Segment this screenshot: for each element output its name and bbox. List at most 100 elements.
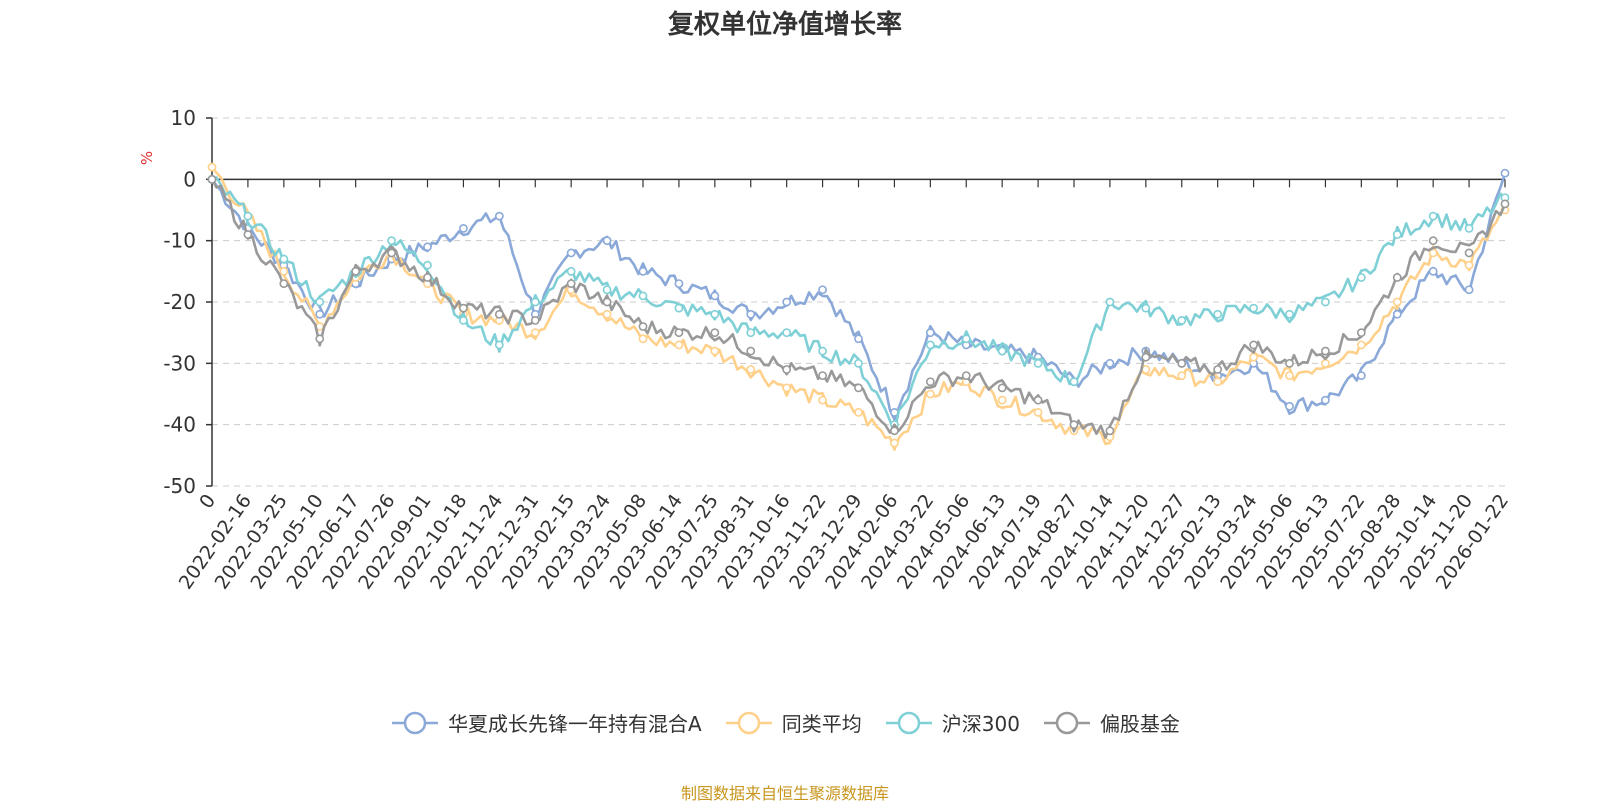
data-point bbox=[925, 389, 935, 399]
data-point bbox=[638, 322, 648, 331]
data-point bbox=[997, 383, 1007, 393]
data-point bbox=[279, 254, 289, 264]
data-point bbox=[602, 285, 612, 295]
data-point bbox=[1392, 297, 1402, 307]
data-point bbox=[746, 328, 756, 338]
data-point bbox=[207, 162, 217, 172]
data-point bbox=[710, 346, 720, 356]
data-point bbox=[1392, 230, 1402, 239]
data-point bbox=[818, 371, 827, 380]
data-point bbox=[1249, 303, 1258, 313]
data-point bbox=[1500, 168, 1510, 178]
data-point bbox=[1033, 358, 1043, 368]
data-point bbox=[351, 266, 361, 276]
data-point bbox=[1464, 223, 1474, 233]
data-point bbox=[1213, 377, 1223, 387]
data-point bbox=[782, 383, 792, 393]
data-point bbox=[674, 279, 684, 288]
data-point bbox=[1464, 248, 1474, 258]
legend-item[interactable]: 华夏成长先锋一年持有混合A bbox=[390, 708, 702, 737]
y-axis-label: % bbox=[138, 151, 156, 165]
data-point bbox=[674, 340, 684, 350]
data-point bbox=[423, 260, 432, 270]
data-point bbox=[315, 297, 325, 307]
data-point bbox=[782, 297, 792, 307]
data-point bbox=[818, 285, 827, 295]
data-point bbox=[746, 309, 756, 319]
data-point bbox=[818, 346, 827, 356]
data-point bbox=[1177, 358, 1187, 368]
legend-item[interactable]: 偏股基金 bbox=[1042, 708, 1180, 737]
legend-label: 沪深300 bbox=[941, 712, 1020, 736]
y-tick-label: 0 bbox=[183, 167, 196, 191]
data-point bbox=[1033, 407, 1043, 417]
data-point bbox=[1464, 260, 1474, 270]
data-point bbox=[494, 340, 504, 350]
data-point bbox=[530, 315, 540, 325]
data-point bbox=[602, 297, 612, 307]
data-point bbox=[854, 383, 863, 393]
data-point bbox=[1177, 315, 1187, 325]
legend-marker-icon bbox=[885, 711, 932, 734]
data-point bbox=[1428, 266, 1438, 276]
data-point bbox=[674, 328, 684, 338]
data-point bbox=[566, 279, 576, 288]
chart-title: 复权单位净值增长率 bbox=[667, 10, 902, 40]
y-tick-label: -30 bbox=[163, 351, 196, 375]
data-point bbox=[997, 395, 1007, 405]
data-point bbox=[1356, 371, 1366, 380]
data-point bbox=[423, 242, 432, 252]
data-point bbox=[315, 334, 325, 344]
data-point bbox=[782, 365, 792, 374]
data-point bbox=[1321, 395, 1330, 405]
data-point bbox=[1033, 395, 1043, 405]
series-0 bbox=[207, 168, 1510, 421]
series-layer bbox=[207, 162, 1510, 451]
data-point bbox=[1356, 328, 1366, 338]
series-line bbox=[210, 178, 1507, 440]
data-point bbox=[1392, 309, 1402, 319]
data-point bbox=[1285, 309, 1294, 319]
data-point bbox=[279, 279, 289, 288]
data-point bbox=[387, 248, 396, 258]
data-point bbox=[638, 266, 648, 276]
data-point bbox=[1392, 273, 1402, 282]
data-point bbox=[1321, 297, 1330, 307]
data-point bbox=[1105, 426, 1115, 436]
data-point bbox=[602, 236, 612, 246]
data-point bbox=[997, 346, 1007, 356]
data-point bbox=[1464, 285, 1474, 295]
data-point bbox=[890, 426, 899, 436]
y-tick-label: 10 bbox=[171, 106, 196, 130]
y-tick-label: -20 bbox=[163, 290, 196, 314]
data-point bbox=[423, 273, 432, 282]
data-point bbox=[1428, 248, 1438, 258]
series-3 bbox=[207, 174, 1510, 440]
data-point bbox=[387, 236, 396, 246]
data-point bbox=[854, 407, 863, 417]
data-point bbox=[279, 266, 289, 276]
data-point bbox=[459, 303, 468, 313]
data-point bbox=[674, 303, 684, 313]
data-point bbox=[1356, 273, 1366, 282]
data-point bbox=[602, 309, 612, 319]
x-tick-label: 0 bbox=[195, 490, 220, 513]
data-point bbox=[925, 340, 935, 350]
data-point bbox=[1428, 236, 1438, 246]
series-line bbox=[210, 172, 1507, 421]
data-point bbox=[494, 211, 504, 221]
legend-item[interactable]: 沪深300 bbox=[884, 708, 1020, 737]
data-point bbox=[315, 309, 325, 319]
data-point bbox=[459, 315, 468, 325]
data-point bbox=[243, 230, 253, 239]
y-tick-label: -10 bbox=[163, 229, 196, 253]
line-chart: 100-10-20-30-40-5002022-02-162022-03-252… bbox=[138, 106, 1513, 593]
legend-marker-icon bbox=[392, 711, 439, 734]
legend-item[interactable]: 同类平均 bbox=[724, 708, 862, 737]
data-point bbox=[746, 365, 756, 374]
legend-marker-icon bbox=[725, 711, 772, 734]
data-point bbox=[1213, 365, 1223, 374]
data-point bbox=[1177, 371, 1187, 380]
data-point bbox=[890, 438, 899, 448]
data-point bbox=[1249, 352, 1258, 362]
